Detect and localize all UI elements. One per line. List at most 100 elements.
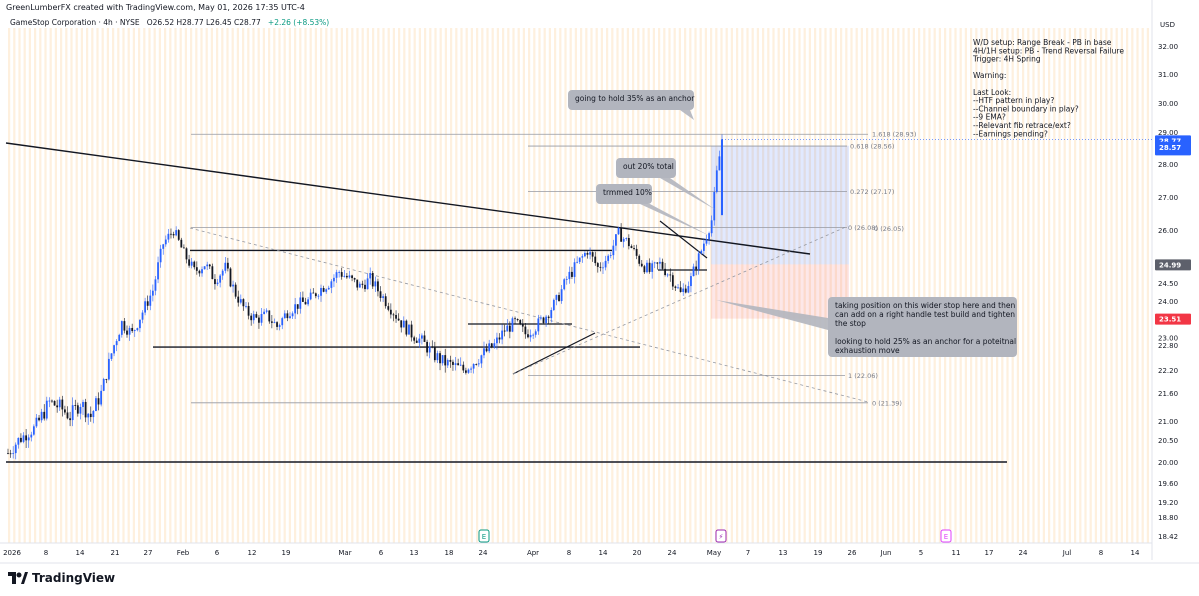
session-stripe — [881, 28, 884, 543]
event-icon-glyph: E — [482, 533, 486, 541]
session-stripes — [8, 28, 1149, 543]
session-stripe — [621, 28, 624, 543]
session-stripe — [288, 28, 291, 543]
session-stripe — [86, 28, 89, 543]
symbol-header: GameStop Corporation · 4h · NYSE O26.52 … — [10, 18, 329, 27]
session-stripe — [522, 28, 525, 543]
session-stripe — [1027, 28, 1030, 543]
session-stripe — [247, 28, 250, 543]
candle-body — [113, 345, 115, 354]
candle-body — [229, 268, 232, 287]
session-stripe — [408, 28, 411, 543]
session-stripe — [335, 28, 338, 543]
session-stripe — [65, 28, 68, 543]
callout-text: can add on a right handle test build and… — [835, 310, 1015, 319]
x-tick-label: 8 — [1099, 549, 1103, 557]
candle-body — [118, 334, 121, 342]
candle-body — [410, 324, 413, 338]
candle-body — [382, 296, 385, 298]
candle-body — [503, 330, 506, 332]
session-stripe — [616, 28, 619, 543]
x-tick-label: 21 — [111, 549, 120, 557]
session-stripe — [351, 28, 354, 543]
tradingview-logo[interactable]: TradingView — [8, 571, 115, 585]
x-tick-label: 8 — [44, 549, 48, 557]
candle-body — [195, 267, 198, 271]
session-stripe — [554, 28, 557, 543]
callout-tail — [640, 204, 710, 236]
candle-body — [646, 262, 648, 273]
candle-body — [371, 273, 374, 287]
dividend-icon: ⚡ — [715, 529, 727, 543]
candle-body — [508, 325, 511, 332]
note-line: Trigger: 4H Spring — [972, 55, 1041, 64]
session-stripe — [933, 28, 936, 543]
session-stripe — [200, 28, 203, 543]
candle-body — [702, 243, 705, 251]
candle-body — [397, 318, 400, 321]
candle-body — [542, 317, 545, 323]
candle-body — [25, 435, 28, 441]
candle-body — [283, 313, 286, 319]
session-stripe — [840, 28, 843, 543]
candle-body — [353, 278, 356, 280]
candle-body — [379, 291, 382, 298]
candle-body — [314, 293, 317, 297]
candle-body — [664, 268, 666, 276]
session-stripe — [496, 28, 499, 543]
session-stripe — [590, 28, 593, 543]
x-tick-label: 26 — [848, 549, 857, 557]
session-stripe — [465, 28, 468, 543]
session-stripe — [127, 28, 130, 543]
y-tick-label: 18.42 — [1158, 533, 1178, 541]
attribution-text: GreenLumberFX created with TradingView.c… — [6, 3, 305, 12]
session-stripe — [190, 28, 193, 543]
session-stripe — [834, 28, 837, 543]
candle-body — [690, 276, 692, 287]
candle-body — [677, 287, 679, 289]
x-tick-label: 19 — [814, 549, 823, 557]
candle-body — [87, 413, 90, 418]
candle-body — [708, 233, 710, 240]
session-stripe — [80, 28, 83, 543]
symbol-name[interactable]: GameStop Corporation · 4h · NYSE — [10, 18, 140, 27]
candle-body — [565, 279, 568, 280]
y-tick-label: 23.00 — [1158, 335, 1178, 343]
candle-body — [149, 295, 152, 306]
candle-body — [100, 390, 103, 405]
candle-body — [82, 401, 84, 407]
candle-body — [107, 358, 110, 380]
callout-box — [568, 90, 694, 110]
candle-body — [537, 318, 540, 332]
y-tick-label: 30.00 — [1158, 100, 1178, 108]
callout-box — [616, 158, 676, 178]
candle-body — [485, 348, 488, 352]
stop-price-badge: 23.51 — [1155, 313, 1191, 325]
session-stripe — [242, 28, 245, 543]
candle-body — [120, 321, 123, 335]
candle-body — [581, 256, 584, 258]
candle-body — [64, 409, 66, 413]
session-stripe — [418, 28, 421, 543]
session-stripe — [741, 28, 744, 543]
candle-body — [239, 299, 242, 303]
session-stripe — [340, 28, 343, 543]
candle-body — [325, 289, 328, 292]
candle-body — [640, 263, 643, 267]
session-stripe — [866, 28, 869, 543]
candle-body — [131, 327, 134, 332]
x-tick-label: 2026 — [3, 549, 21, 557]
event-icon-glyph: ⚡ — [719, 533, 724, 541]
candle-body — [338, 272, 341, 273]
candle-body — [216, 282, 219, 285]
session-stripe — [252, 28, 255, 543]
session-stripe — [117, 28, 120, 543]
session-stripe — [1068, 28, 1071, 543]
candle-body — [139, 319, 141, 329]
session-stripe — [762, 28, 765, 543]
candle-body — [715, 170, 718, 192]
candle-body — [532, 334, 535, 336]
candle-body — [40, 411, 43, 421]
session-stripe — [1084, 28, 1087, 543]
